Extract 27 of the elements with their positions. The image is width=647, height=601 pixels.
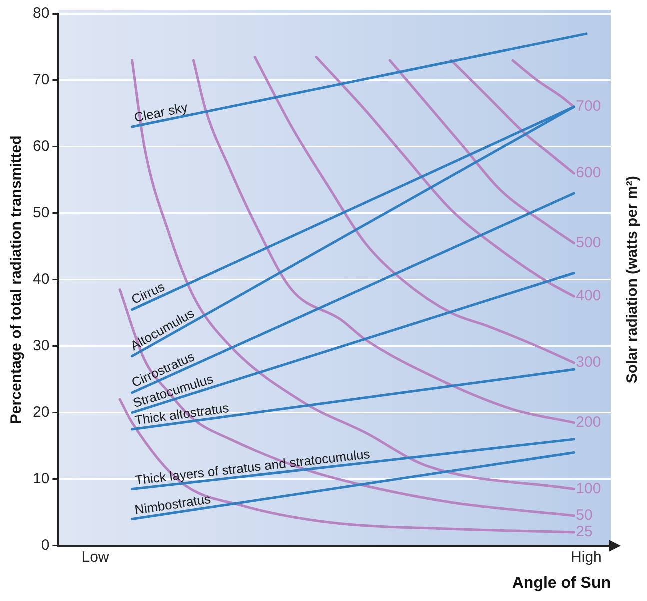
x-tick-label: High <box>571 548 602 566</box>
y2-axis-title: Solar radiation (watts per m²) <box>624 176 642 384</box>
y-tick-label: 0 <box>41 536 50 554</box>
series-label: 600 <box>576 164 602 182</box>
y-tick-label: 70 <box>32 72 50 89</box>
y-tick-label: 80 <box>32 5 50 22</box>
text: Nimbostratus <box>134 491 212 518</box>
series-label: 200 <box>576 414 602 431</box>
text: Cirrus <box>129 278 168 308</box>
series-label: 300 <box>576 354 602 372</box>
x-tick-label: Low <box>82 548 110 566</box>
series-label: 500 <box>576 234 602 252</box>
series-label: 25 <box>576 524 593 541</box>
x-axis-title: Angle of Sun <box>512 574 611 592</box>
series-label: 100 <box>576 480 602 498</box>
y-tick-label: 10 <box>32 470 50 488</box>
text: Clear sky <box>133 100 190 126</box>
series-label: 400 <box>576 288 602 305</box>
series-label: 50 <box>576 507 593 524</box>
y-tick-label: 50 <box>32 204 50 222</box>
text: Thick layers of stratus and stratocumulus <box>134 446 372 488</box>
series-label: 700 <box>576 98 602 116</box>
y-tick-label: 20 <box>32 404 50 421</box>
y-tick-label: 60 <box>32 138 50 156</box>
y-tick-label: 40 <box>32 271 50 288</box>
y-axis-title: Percentage of total radiation transmitted <box>8 136 26 424</box>
y-tick-label: 30 <box>32 338 50 355</box>
